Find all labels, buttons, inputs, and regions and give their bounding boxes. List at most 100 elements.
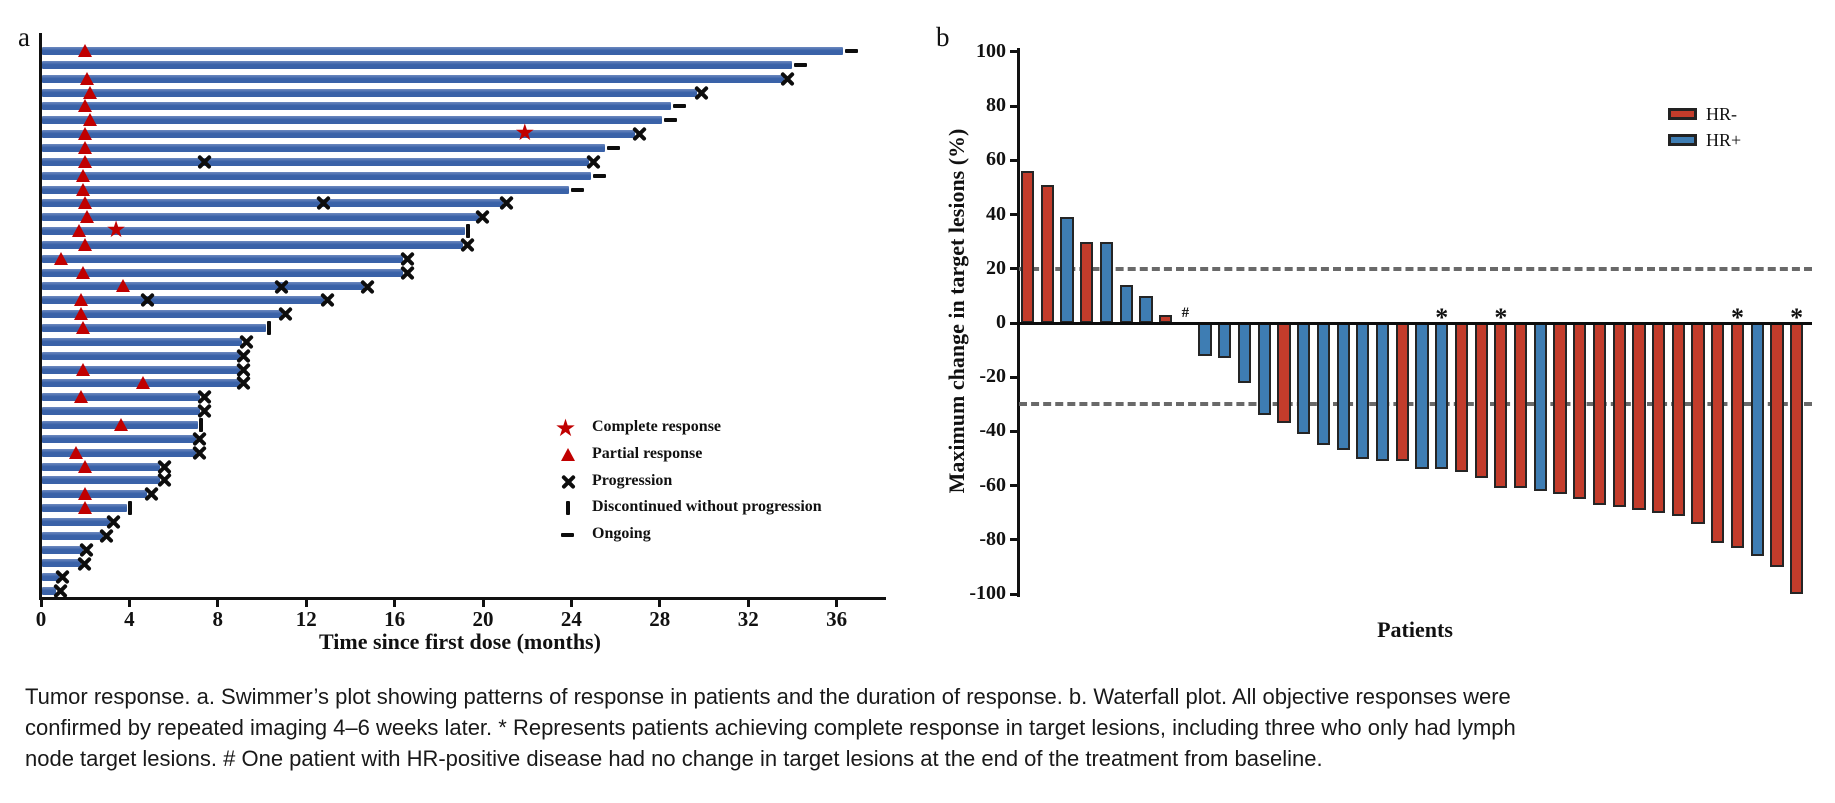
caption-line-3: node target lesions. # One patient with …	[25, 746, 1323, 771]
x-axis-tick-label: 28	[649, 607, 671, 631]
progression-x-icon	[197, 390, 212, 405]
x-axis-tick-label: 32	[737, 607, 759, 631]
waterfall-bar	[1454, 323, 1469, 473]
progression-x-icon	[197, 404, 212, 419]
waterfall-bar	[1336, 323, 1350, 451]
y-axis-tick	[1010, 104, 1019, 108]
progression-x-icon	[236, 362, 251, 377]
y-axis-tick-label: 0	[996, 311, 1006, 333]
ongoing-dash-icon	[606, 145, 620, 150]
progression-x-icon	[780, 71, 795, 86]
swimmer-bar	[42, 476, 161, 485]
progression-x-icon	[278, 307, 293, 322]
panel-b-x-axis-title: Patients	[1377, 617, 1453, 642]
waterfall-bar	[1198, 323, 1212, 356]
panel-a-label: a	[18, 22, 30, 52]
waterfall-bar	[1632, 323, 1646, 511]
swimmer-bar	[42, 254, 404, 263]
progression-x-icon	[236, 348, 251, 363]
waterfall-bar	[1356, 323, 1370, 459]
legend-item-label: Discontinued without progression	[592, 498, 822, 516]
waterfall-bar	[1573, 323, 1587, 500]
swimmer-bar	[42, 47, 844, 55]
progression-x-icon	[460, 237, 475, 252]
progression-x-icon	[239, 334, 254, 349]
partial-response-triangle-icon	[82, 85, 97, 99]
waterfall-bar	[1316, 323, 1330, 446]
swimmer-bar	[42, 227, 466, 236]
swimmer-bar	[42, 448, 196, 457]
progression-x-icon	[475, 210, 490, 225]
x-axis-tick	[39, 598, 43, 607]
waterfall-bar	[1711, 323, 1725, 543]
partial-response-triangle-icon	[78, 127, 93, 141]
waterfall-bar	[1435, 323, 1449, 470]
y-axis-tick	[1010, 429, 1019, 433]
progression-x-icon	[157, 459, 172, 474]
legend-swatch	[1668, 108, 1697, 120]
y-axis-tick-label: -60	[979, 473, 1006, 496]
x-axis-tick	[569, 598, 573, 607]
waterfall-bar	[1119, 285, 1133, 323]
progression-x-icon	[316, 196, 331, 211]
y-axis-tick	[1010, 50, 1019, 54]
legend-item-label: Partial response	[592, 444, 703, 462]
progression-x-icon	[632, 127, 647, 142]
waterfall-bar	[1297, 323, 1311, 435]
swimmer-bar	[42, 531, 103, 540]
legend-item-label: Ongoing	[592, 525, 651, 543]
x-axis-tick	[127, 598, 131, 607]
asterisk-annotation: *	[1494, 303, 1508, 332]
partial-response-triangle-icon	[78, 99, 93, 113]
swimmer-bar	[42, 407, 201, 416]
legend-item-label: HR-	[1706, 104, 1737, 124]
waterfall-bar	[1040, 184, 1054, 323]
swimmer-bar	[42, 157, 590, 166]
y-axis-tick	[1010, 158, 1019, 162]
caption-line-2: confirmed by repeated imaging 4–6 weeks …	[25, 715, 1516, 740]
discontinued-tick-icon	[566, 501, 570, 516]
complete-response-star-icon: ★	[554, 413, 577, 442]
y-axis-tick	[1010, 213, 1019, 217]
swimmer-bar	[42, 171, 592, 180]
panel-b-y-axis-title: Maximum change in target lesions (%)	[944, 128, 969, 494]
progression-x-icon	[400, 265, 415, 280]
waterfall-bar	[1375, 323, 1390, 462]
swimmer-bar	[42, 199, 503, 208]
ongoing-dash-icon	[593, 173, 607, 178]
x-axis-tick-label: 8	[212, 607, 224, 631]
partial-response-triangle-icon	[78, 154, 93, 168]
partial-response-triangle-icon	[115, 279, 130, 293]
swimmer-bar	[42, 462, 161, 471]
y-axis-tick-label: 40	[986, 202, 1006, 225]
swimmer-bar	[42, 393, 201, 402]
legend-item-label: Complete response	[592, 418, 722, 435]
progression-x-icon	[55, 570, 70, 585]
partial-response-triangle-icon	[71, 224, 86, 238]
partial-response-triangle-icon	[78, 140, 93, 154]
x-axis-tick-label: 16	[384, 607, 406, 631]
x-axis-tick	[746, 598, 750, 607]
y-axis-tick-label: -80	[979, 527, 1006, 550]
waterfall-bar	[1691, 323, 1705, 524]
swimmer-bar	[42, 324, 267, 332]
y-axis-tick-label: 100	[976, 39, 1006, 62]
swimmer-bar	[42, 102, 671, 111]
swimmer-bar	[42, 351, 240, 360]
waterfall-bar	[1474, 323, 1488, 478]
progression-x-icon	[192, 431, 207, 446]
swimmer-bar	[42, 143, 605, 152]
swimmer-bar	[42, 268, 404, 277]
discontinued-tick-icon	[466, 224, 471, 239]
partial-response-triangle-icon	[78, 487, 93, 501]
y-axis-tick	[1010, 267, 1019, 271]
swimmer-bar	[42, 88, 698, 97]
x-axis-tick	[481, 598, 485, 607]
partial-response-triangle-icon	[78, 237, 93, 251]
progression-x-icon	[99, 528, 114, 543]
partial-response-triangle-icon	[75, 321, 90, 334]
swimmer-bar	[42, 60, 793, 69]
swimmer-bar	[42, 185, 570, 194]
progression-x-icon	[197, 154, 212, 169]
